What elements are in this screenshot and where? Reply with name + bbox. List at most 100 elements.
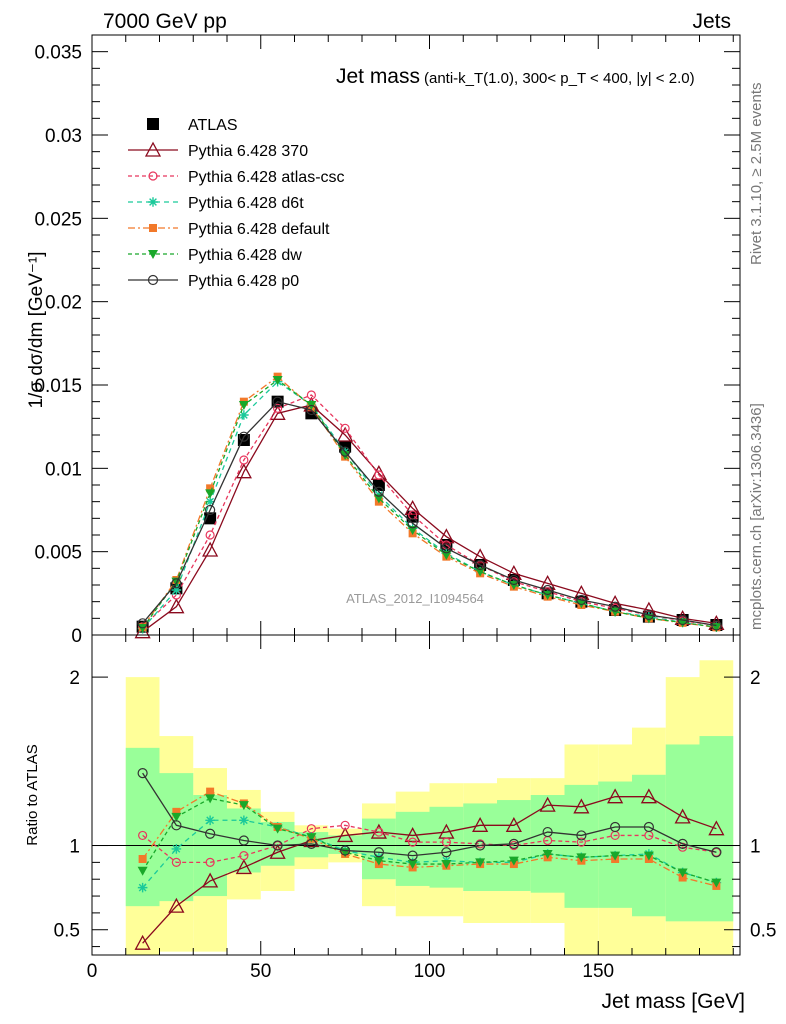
band-inner (159, 773, 194, 902)
ratio-point-dw (711, 878, 722, 888)
ratio-y-tick-label: 1 (69, 837, 80, 858)
ratio-point-p0 (576, 830, 587, 841)
ratio-point-atlas_csc (408, 837, 418, 847)
legend-label-p370: Pythia 6.428 370 (188, 143, 308, 160)
ratio-point-p370 (235, 859, 252, 875)
ratio-point-atlas_csc (374, 827, 384, 837)
plot-subtitle: (anti-k_T(1.0), 300< p_T < 400, |y| < 2.… (424, 70, 695, 87)
point-p370 (168, 598, 185, 614)
legend-entry-d6t: Pythia 6.428 d6t (128, 195, 304, 212)
point-dw (238, 401, 249, 410)
point-p0 (272, 396, 283, 407)
ratio-line-dw (142, 797, 717, 884)
legend-entry-default: Pythia 6.428 default (128, 221, 330, 238)
y-tick-label: 0.025 (34, 209, 82, 230)
mcplots-label: mcplots.cern.ch [arXiv:1306.3436] (748, 403, 765, 630)
point-dw (441, 551, 452, 560)
point-p0 (643, 609, 654, 621)
series-line-p370 (142, 404, 717, 633)
point-p0 (677, 614, 688, 626)
x-tick-label: 50 (250, 961, 271, 982)
ratio-point-p370 (472, 816, 489, 832)
legend-entry-p0: Pythia 6.428 p0 (128, 273, 299, 290)
legend-label-p0: Pythia 6.428 p0 (188, 273, 299, 290)
series-line-default (142, 375, 717, 628)
point-dw (373, 494, 384, 504)
point-dw (508, 581, 519, 590)
ratio-point-dw (542, 849, 553, 859)
point-dw (205, 489, 216, 499)
x-tick-label: 100 (414, 961, 446, 982)
ratio-point-p370 (505, 816, 522, 832)
point-p370 (438, 528, 455, 544)
ratio-point-default (678, 873, 687, 882)
point-dw (340, 451, 351, 460)
point-p0 (238, 431, 249, 442)
point-d6t (205, 496, 215, 507)
ratio-point-dw (137, 866, 148, 876)
ratio-point-p370 (640, 788, 657, 804)
ratio-point-p370 (708, 820, 725, 836)
point-p0 (475, 559, 486, 571)
ratio-point-p370 (607, 788, 624, 804)
x-tick-label: 150 (582, 961, 614, 982)
ratio-line-atlas_csc (142, 824, 717, 864)
point-atlas_csc (205, 530, 215, 540)
legend: ATLAS Pythia 6.428 370 Pythia 6.428 atlas-… (128, 117, 345, 290)
ratio-y-tick-label: 0.5 (54, 921, 80, 942)
ratio-y-ticks: 0.5 0.5 1 1 2 2 (54, 668, 776, 948)
analysis-watermark: ATLAS_2012_I1094564 (346, 591, 484, 606)
ratio-series-atlas_csc (138, 820, 721, 867)
ratio-point-dw (610, 851, 621, 861)
point-p370 (404, 499, 421, 515)
ratio-plot-frame (91, 634, 741, 956)
point-p0 (407, 518, 418, 529)
main-plot-panel: 0 0.005 0.01 0.015 0.02 0.025 0.03 0.035 Jet ma… (26, 34, 741, 647)
ratio-y-tick-label: 2 (69, 668, 80, 689)
point-p0 (340, 446, 351, 457)
ratio-point-atlas_csc (205, 857, 215, 867)
ratio-point-p370 (134, 934, 151, 950)
main-series-layer (134, 372, 725, 639)
point-p370 (202, 541, 219, 557)
ratio-point-p0 (711, 847, 722, 858)
point-dw (407, 526, 418, 535)
header-left: 7000 GeV pp (103, 10, 227, 33)
point-p0 (373, 486, 384, 497)
point-dw (475, 567, 486, 577)
point-p0 (711, 620, 722, 631)
y-tick-label: 0.02 (45, 293, 82, 314)
ratio-point-dw (576, 853, 587, 863)
legend-marker-d6t (148, 197, 158, 207)
ratio-point-d6t (205, 815, 215, 826)
point-atlas_csc (374, 470, 384, 480)
legend-entry-atlas_csc: Pythia 6.428 atlas-csc (128, 169, 345, 186)
point-p370 (472, 548, 489, 564)
series-line-p0 (142, 400, 717, 627)
ratio-point-p370 (168, 897, 185, 913)
legend-marker-atlas_csc (148, 171, 158, 181)
ratio-series-layer (134, 768, 725, 950)
ratio-point-dw (373, 856, 384, 866)
ratio-point-p0 (475, 840, 486, 851)
ratio-point-dw (643, 851, 654, 861)
legend-entry-dw: Pythia 6.428 dw (128, 247, 302, 264)
band-inner (362, 818, 396, 880)
ratio-y-tick-label-right: 1 (750, 837, 761, 858)
point-atlas_csc (273, 403, 283, 413)
legend-marker-p0 (147, 274, 159, 286)
ratio-point-p370 (202, 872, 219, 888)
y-tick-label: 0.03 (45, 126, 82, 147)
ratio-x-ticks: 0 50 100 150 (87, 635, 734, 982)
point-dw (610, 607, 621, 617)
point-default (206, 484, 215, 493)
point-d6t (239, 410, 249, 420)
series-dw (137, 376, 722, 633)
point-atlas_csc (306, 390, 316, 400)
ratio-point-p0 (272, 840, 283, 851)
legend-label-atlas_csc: Pythia 6.428 atlas-csc (188, 169, 345, 186)
ratio-point-p0 (340, 845, 351, 856)
ratio-plot-panel: 0 50 100 150 0.5 0.5 1 1 2 2 Ratio to ATLAS Jet … (24, 634, 776, 1013)
legend-entry-ATLAS: ATLAS (147, 117, 238, 134)
